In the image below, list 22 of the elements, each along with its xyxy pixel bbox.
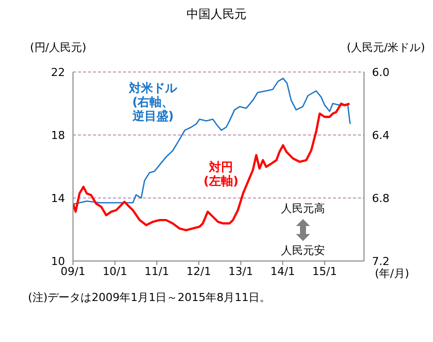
x-axis-title: (年/月) xyxy=(374,267,410,280)
y-tick-label: 14 xyxy=(51,192,65,205)
chart-title: 中国人民元 xyxy=(186,6,248,23)
y2-tick-label: 7.2 xyxy=(372,254,390,268)
y2-tick-label: 6.4 xyxy=(372,128,390,142)
annotation: 人民元安 xyxy=(281,244,325,257)
y2-axis-title: (人民元/米ドル) xyxy=(346,40,425,55)
series-label: 対円(左軸) xyxy=(204,160,238,188)
text: (注)データは2009年1月1日～2015年8月11日。 xyxy=(28,291,271,304)
y-tick-label: 22 xyxy=(51,66,65,79)
x-tick-label: 15/1 xyxy=(312,264,337,278)
y-tick-label: 18 xyxy=(51,128,65,142)
x-tick-label: 12/1 xyxy=(186,264,212,278)
y2-tick-label: 6.8 xyxy=(372,192,390,205)
series-label: 対米ドル(右軸、逆目盛) xyxy=(128,81,178,123)
annotation: 人民元高 xyxy=(281,202,325,215)
x-tick-label: 14/1 xyxy=(270,264,296,278)
x-tick-label: 10/1 xyxy=(102,264,128,278)
y-axis-title: (円/人民元) xyxy=(30,40,86,55)
y2-tick-label: 6.0 xyxy=(372,66,390,79)
x-tick-label: 11/1 xyxy=(144,264,170,278)
x-tick-label: 13/1 xyxy=(228,264,254,278)
